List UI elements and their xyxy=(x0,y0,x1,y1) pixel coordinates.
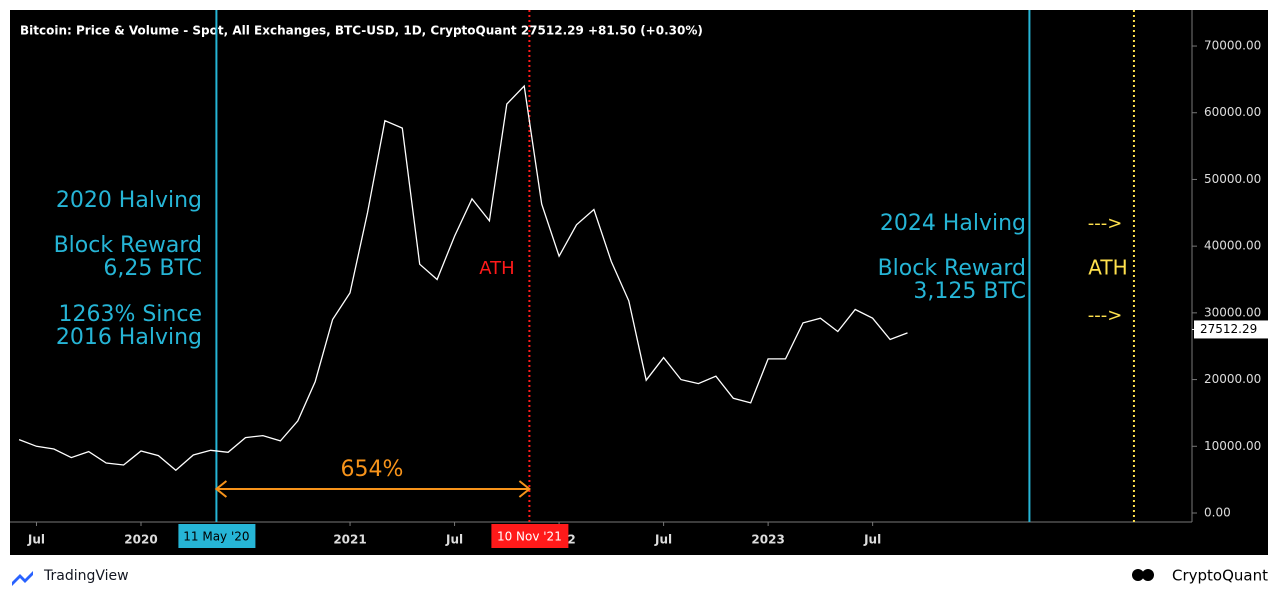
annotation: ---> xyxy=(1088,305,1123,326)
annotation: ATH xyxy=(479,258,514,279)
x-tick-label: 2021 xyxy=(333,533,366,547)
x-tick-label: Jul xyxy=(27,533,45,547)
date-label-bg xyxy=(491,524,569,548)
annotation: 2016 Halving xyxy=(56,325,202,350)
last-value: 27512.29 xyxy=(1200,322,1257,336)
annotation: ATH xyxy=(1088,256,1127,280)
y-tick-label: 30000.00 xyxy=(1204,305,1261,319)
chart-title: Bitcoin: Price & Volume - Spot, All Exch… xyxy=(20,24,703,38)
annotation: Block Reward xyxy=(878,256,1026,281)
date-label-bg xyxy=(178,524,256,548)
annotation: ---> xyxy=(1088,213,1123,234)
y-tick-label: 70000.00 xyxy=(1204,39,1261,53)
tv-logo xyxy=(12,571,33,586)
footer-right: CryptoQuant xyxy=(1172,567,1268,585)
price-line xyxy=(18,84,908,472)
x-tick-label: 2023 xyxy=(751,533,784,547)
footer-left: TradingView xyxy=(43,568,129,584)
annotation: 3,125 BTC xyxy=(913,279,1026,304)
y-tick-label: 50000.00 xyxy=(1204,172,1261,186)
chart-bg xyxy=(10,10,1268,555)
y-tick-label: 60000.00 xyxy=(1204,105,1261,119)
annotation: 2024 Halving xyxy=(880,211,1026,236)
annotation: 2020 Halving xyxy=(56,188,202,213)
x-tick-label: 2020 xyxy=(124,533,157,547)
annotation: 1263% Since xyxy=(58,302,202,327)
annotation: 6,25 BTC xyxy=(103,256,202,281)
x-tick-label: Jul xyxy=(445,533,463,547)
y-tick-label: 10000.00 xyxy=(1204,439,1261,453)
annotation: Block Reward xyxy=(54,233,202,258)
cq-logo xyxy=(1132,569,1144,581)
date-label: 11 May '20 xyxy=(183,530,249,544)
last-value-bg xyxy=(1194,320,1268,339)
y-tick-label: 20000.00 xyxy=(1204,372,1261,386)
date-label: 10 Nov '21 xyxy=(497,530,562,544)
x-tick-label: Jul xyxy=(863,533,881,547)
annotation: 654% xyxy=(341,457,404,482)
cq-logo xyxy=(1142,569,1154,581)
range-arrow xyxy=(214,480,531,498)
x-tick-label: Jul xyxy=(654,533,672,547)
y-tick-label: 0.00 xyxy=(1204,505,1231,519)
y-tick-label: 40000.00 xyxy=(1204,239,1261,253)
